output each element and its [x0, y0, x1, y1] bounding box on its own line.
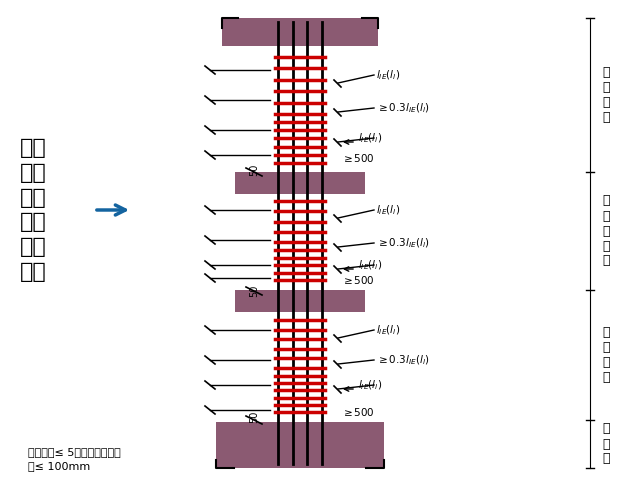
Text: 且≤ 100mm: 且≤ 100mm [28, 461, 90, 471]
Bar [235, 172, 365, 194]
Text: 50: 50 [249, 411, 259, 423]
Text: 箍筋间距≤ 5倍纵筋最小直径: 箍筋间距≤ 5倍纵筋最小直径 [28, 447, 121, 457]
Bar [235, 290, 365, 312]
Text: 纵筋
绑扎
连接
时箍
筋的
设置: 纵筋 绑扎 连接 时箍 筋的 设置 [20, 138, 46, 282]
Text: 中
间
层
层
高: 中 间 层 层 高 [602, 194, 610, 267]
Text: $\geq500$: $\geq500$ [341, 274, 375, 286]
Text: 顶
层
层
高: 顶 层 层 高 [602, 66, 610, 124]
Text: 首
层
层
高: 首 层 层 高 [602, 326, 610, 384]
Text: $l_{IE}(l_l)$: $l_{IE}(l_l)$ [376, 203, 401, 217]
Text: 50: 50 [249, 164, 259, 176]
Text: $\geq500$: $\geq500$ [341, 406, 375, 418]
Text: 50: 50 [249, 285, 259, 297]
Bar [216, 422, 384, 468]
Text: 基
础
高: 基 础 高 [602, 422, 610, 466]
Bar [222, 18, 378, 46]
Text: $l_{IE}(l_l)$: $l_{IE}(l_l)$ [358, 258, 383, 272]
Text: $\geq0.3l_{IE}(l_l)$: $\geq0.3l_{IE}(l_l)$ [376, 353, 430, 367]
Text: $l_{IE}(l_l)$: $l_{IE}(l_l)$ [358, 378, 383, 392]
Text: $l_{IE}(l_l)$: $l_{IE}(l_l)$ [376, 323, 401, 337]
Text: $\geq0.3l_{IE}(l_l)$: $\geq0.3l_{IE}(l_l)$ [376, 101, 430, 115]
Text: $l_{IE}(l_l)$: $l_{IE}(l_l)$ [376, 68, 401, 82]
Text: $\geq500$: $\geq500$ [341, 152, 375, 164]
Text: $l_{IE}(l_l)$: $l_{IE}(l_l)$ [358, 131, 383, 145]
Text: $\geq0.3l_{IE}(l_l)$: $\geq0.3l_{IE}(l_l)$ [376, 236, 430, 250]
